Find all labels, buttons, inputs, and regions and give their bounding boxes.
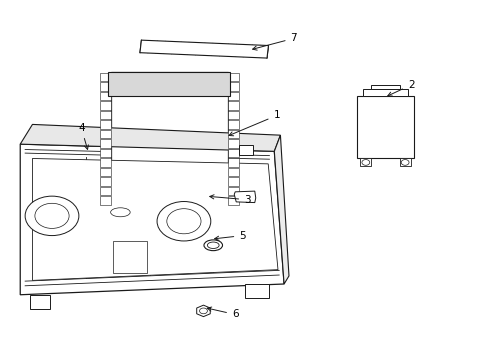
Circle shape [362,159,370,165]
Text: 2: 2 [388,80,415,96]
Polygon shape [239,145,253,155]
Polygon shape [274,135,289,284]
Bar [100,196,111,204]
Polygon shape [32,158,278,280]
Bar [228,92,239,100]
Bar [228,120,239,129]
Polygon shape [234,191,256,203]
Bar [357,96,414,158]
Bar [113,241,147,273]
Bar [360,158,371,166]
Bar [228,130,239,138]
Bar [108,72,230,96]
Text: 1: 1 [229,111,280,136]
Circle shape [199,308,207,314]
Bar [100,168,111,176]
Text: 5: 5 [215,231,246,240]
Bar [228,158,239,167]
Bar [228,82,239,91]
Bar [100,158,111,167]
Bar [100,149,111,157]
Bar [371,85,399,89]
Bar [100,73,111,81]
Ellipse shape [111,208,130,217]
Circle shape [401,159,409,165]
Circle shape [25,196,79,235]
Bar [228,149,239,157]
Bar [363,89,408,96]
Polygon shape [245,284,270,298]
Polygon shape [196,305,210,317]
Bar [228,196,239,204]
Bar [100,92,111,100]
Bar [399,158,411,166]
Polygon shape [20,144,284,295]
Text: 6: 6 [207,307,239,319]
Circle shape [35,203,69,228]
Ellipse shape [204,240,222,251]
Bar [111,72,228,205]
Bar [100,111,111,119]
Polygon shape [140,40,269,58]
Bar [100,120,111,129]
Ellipse shape [207,242,219,248]
Polygon shape [30,295,49,309]
Bar [228,111,239,119]
Polygon shape [20,125,280,151]
Bar [228,177,239,186]
Bar [228,187,239,195]
Bar [100,130,111,138]
Bar [100,177,111,186]
Text: 3: 3 [210,195,251,205]
Text: 4: 4 [78,123,88,149]
Text: 7: 7 [253,33,297,50]
Bar [100,102,111,110]
Bar [228,139,239,148]
Circle shape [157,202,211,241]
Bar [100,139,111,148]
Circle shape [167,209,201,234]
Bar [228,73,239,81]
Bar [100,187,111,195]
Bar [228,102,239,110]
Bar [228,168,239,176]
Bar [100,82,111,91]
